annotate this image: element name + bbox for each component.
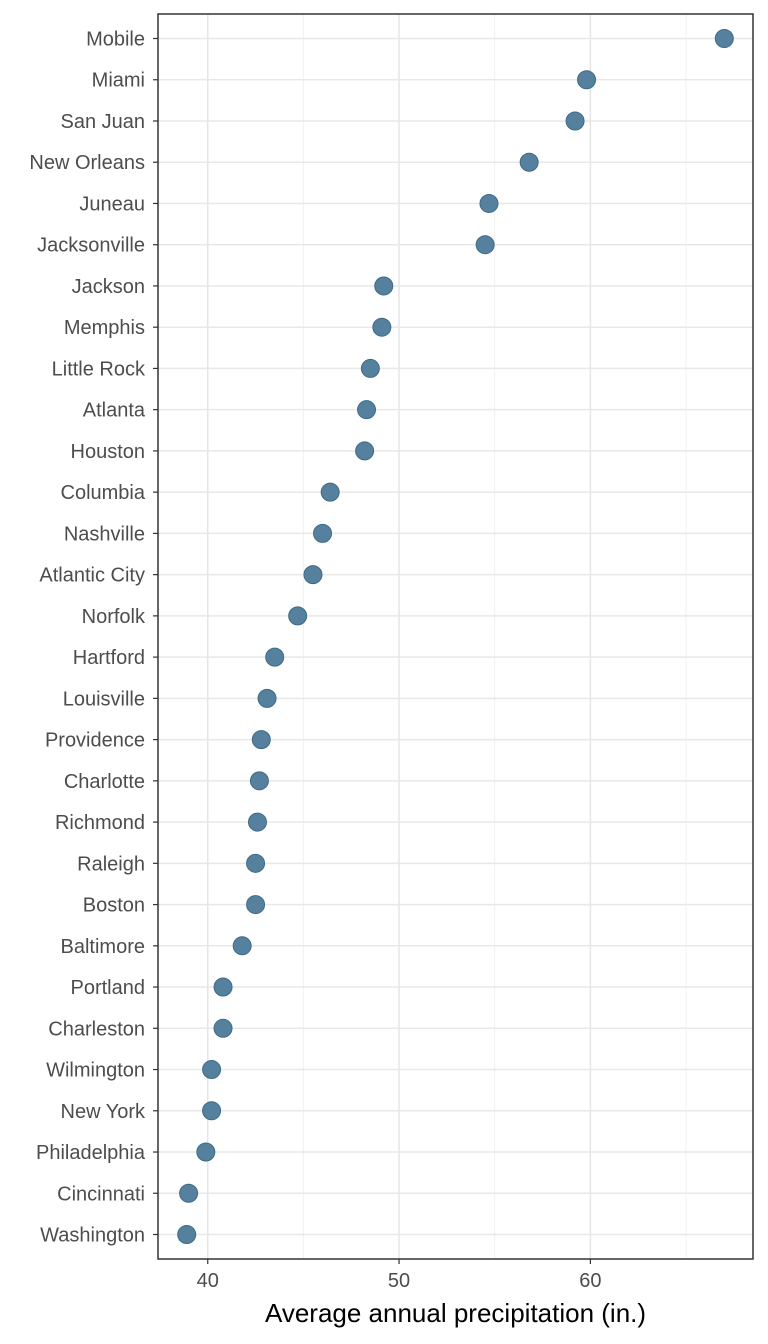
category-label: Louisville: [63, 688, 145, 710]
category-label: Washington: [40, 1225, 145, 1247]
category-label: Providence: [45, 730, 145, 752]
data-point: [257, 688, 277, 708]
category-label: Memphis: [64, 317, 145, 339]
x-axis-title: Average annual precipitation (in.): [265, 1298, 646, 1328]
data-point: [303, 565, 323, 585]
data-point: [202, 1060, 222, 1080]
category-label: Mobile: [86, 29, 145, 51]
data-point: [249, 771, 269, 791]
data-point: [355, 441, 375, 461]
data-point: [288, 606, 308, 626]
category-label: Baltimore: [61, 936, 145, 958]
data-point: [313, 523, 333, 543]
category-label: San Juan: [60, 111, 145, 133]
data-point: [265, 647, 285, 667]
category-label: Richmond: [55, 812, 145, 834]
category-label: Juneau: [79, 193, 145, 215]
category-label: Charlotte: [64, 771, 145, 793]
panel-border: [157, 13, 754, 1260]
category-label: Wilmington: [46, 1060, 145, 1082]
category-label: Norfolk: [82, 606, 146, 628]
category-label: New York: [61, 1101, 146, 1123]
category-label: New Orleans: [29, 152, 145, 174]
category-label: Atlantic City: [39, 565, 145, 587]
data-points: [177, 29, 734, 1244]
category-label: Philadelphia: [36, 1142, 146, 1164]
data-point: [320, 482, 340, 502]
x-tick-label: 60: [579, 1270, 601, 1292]
panel-background: [158, 14, 753, 1259]
category-label: Charleston: [48, 1018, 145, 1040]
data-point: [577, 70, 597, 90]
data-point: [479, 193, 499, 213]
data-point: [251, 730, 271, 750]
data-point: [196, 1142, 216, 1162]
x-tick-label: 50: [388, 1270, 410, 1292]
data-point: [246, 853, 266, 873]
data-point: [247, 812, 267, 832]
category-label: Jacksonville: [37, 235, 145, 257]
data-point: [202, 1101, 222, 1121]
category-label: Portland: [71, 977, 146, 999]
category-label: Hartford: [73, 647, 145, 669]
data-point: [246, 895, 266, 915]
data-point: [213, 1018, 233, 1038]
data-point: [374, 276, 394, 296]
category-label: Nashville: [64, 523, 145, 545]
data-point: [565, 111, 585, 131]
category-label: Columbia: [61, 482, 146, 504]
data-point: [475, 235, 495, 255]
grid-lines: [158, 14, 753, 1259]
category-label: Miami: [92, 70, 145, 92]
category-label: Jackson: [72, 276, 145, 298]
data-point: [177, 1225, 197, 1244]
category-label: Cincinnati: [57, 1183, 145, 1205]
data-point: [357, 400, 377, 420]
x-tick-label: 40: [197, 1270, 219, 1292]
category-label: Raleigh: [77, 853, 145, 875]
data-point: [232, 936, 252, 956]
data-point: [179, 1183, 199, 1203]
data-point: [714, 29, 734, 48]
x-axis-ticks: 40 50 60: [197, 1259, 602, 1292]
category-label: Boston: [83, 895, 145, 917]
data-point: [213, 977, 233, 997]
data-point: [372, 317, 392, 337]
data-point: [519, 152, 539, 172]
category-labels: Mobile Miami San Juan New Orleans Juneau Jack…: [29, 29, 158, 1247]
category-label: Little Rock: [52, 358, 146, 380]
category-label: Atlanta: [83, 400, 146, 422]
data-point: [360, 358, 380, 378]
category-label: Houston: [71, 441, 146, 463]
